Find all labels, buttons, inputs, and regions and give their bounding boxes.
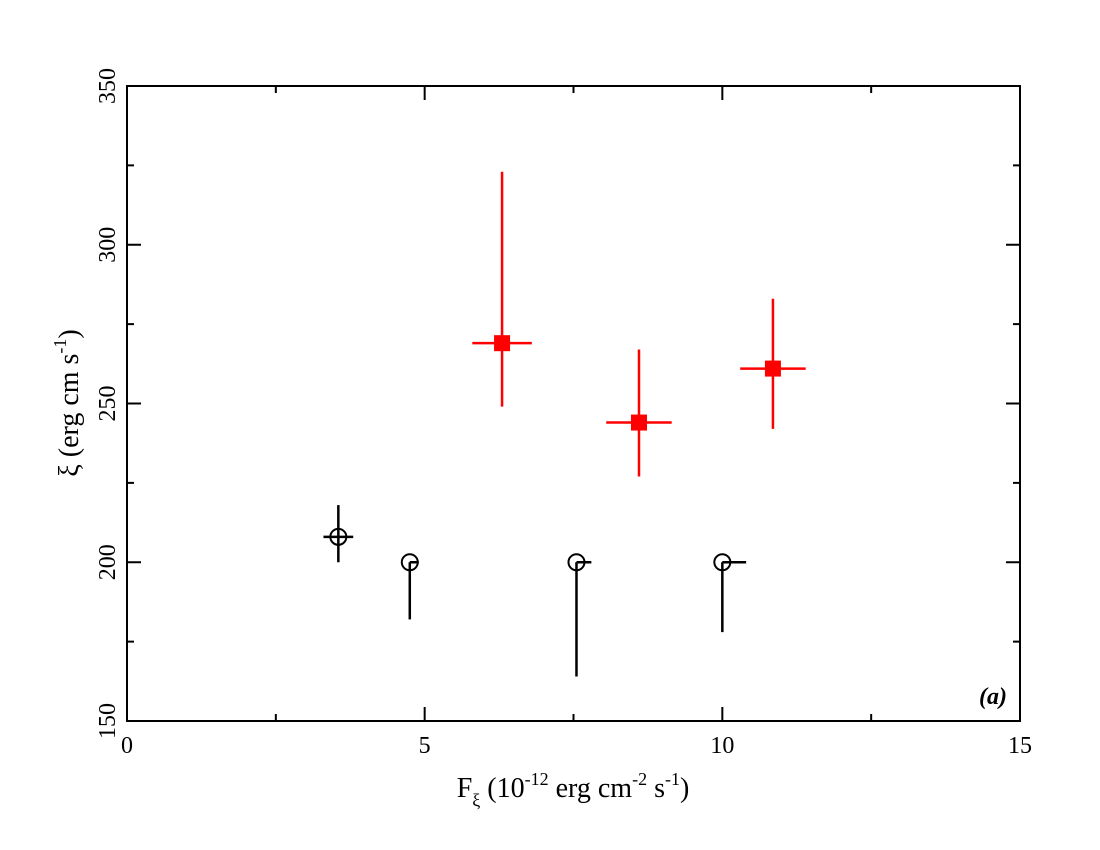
minor-ticks (127, 86, 1020, 721)
y-title-main: ξ (erg cm s (54, 354, 85, 477)
x-title-close: ) (680, 773, 689, 804)
y-tick-labels: 150 200 250 300 350 (95, 68, 121, 739)
major-ticks (126, 85, 1021, 722)
x-tick-label: 15 (1008, 733, 1032, 759)
x-title-open: (10 (480, 773, 524, 804)
x-axis-title: Fξ (10-12 erg cm-2 s-1) (457, 769, 690, 810)
y-title-close: ) (54, 329, 85, 338)
x-title-sup2: -2 (632, 769, 647, 789)
data-point-circle (713, 553, 732, 572)
x-title-sup3: -1 (665, 769, 680, 789)
y-tick-label: 300 (95, 227, 121, 263)
x-tick-labels: 0 5 10 15 (121, 733, 1032, 759)
y-tick-label: 350 (95, 68, 121, 104)
x-title-main: F (457, 773, 473, 804)
x-tick-label: 10 (710, 733, 734, 759)
y-tick-label: 200 (95, 544, 121, 580)
y-axis-title: ξ (erg cm s-1) (50, 329, 85, 476)
plot-frame (126, 85, 1021, 722)
y-title-sup: -1 (50, 339, 70, 354)
y-tick-label: 150 (95, 703, 121, 739)
series-1 (472, 171, 806, 477)
x-title-sup1: -12 (525, 769, 549, 789)
x-title-sub: ξ (472, 790, 480, 810)
data-point-circle (400, 553, 419, 572)
data-point-square (764, 360, 781, 377)
data-point-circle (567, 553, 586, 572)
data-point-circle (329, 527, 348, 546)
panel-annotation: (a) (979, 684, 1007, 710)
series-0 (323, 505, 747, 677)
x-tick-label: 5 (419, 733, 431, 759)
data-point-square (630, 414, 647, 431)
x-title-mid: erg cm (549, 773, 633, 804)
series-layer (323, 171, 806, 677)
x-tick-label: 0 (121, 733, 133, 759)
y-tick-label: 250 (95, 386, 121, 422)
x-title-s: s (647, 773, 665, 804)
data-point-square (494, 335, 511, 352)
